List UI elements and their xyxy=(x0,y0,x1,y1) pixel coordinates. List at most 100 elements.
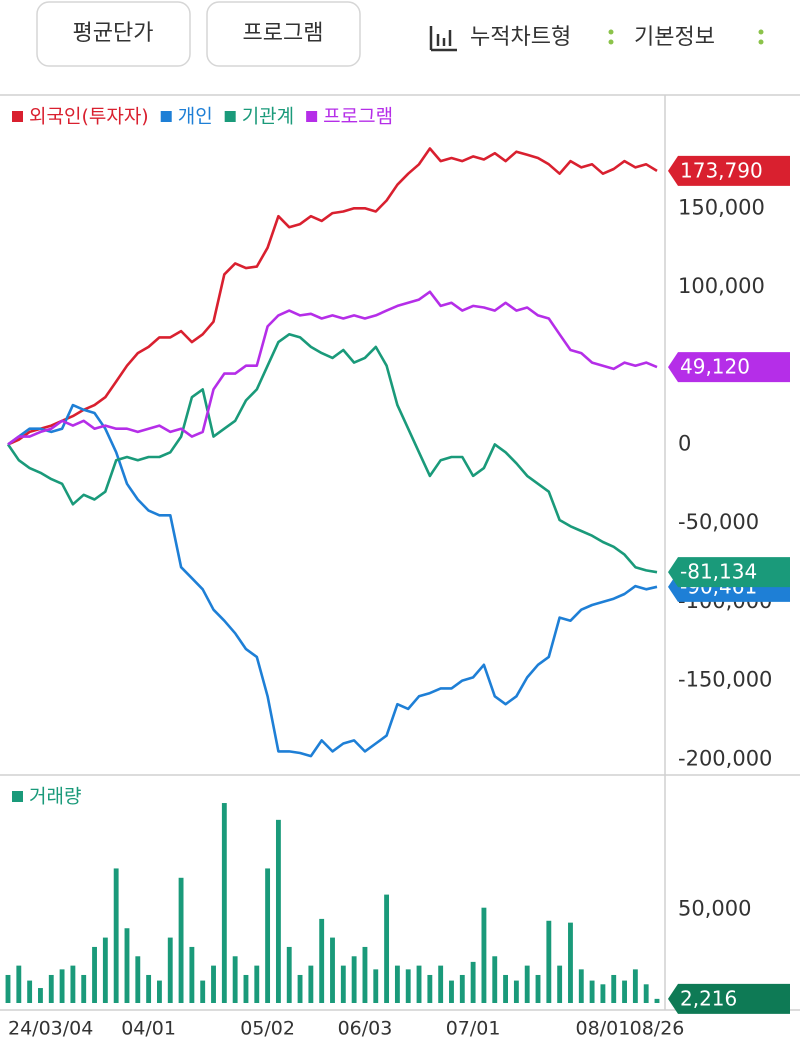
bar xyxy=(70,965,76,1003)
toggle-label[interactable]: 누적차트형 xyxy=(470,25,571,50)
bar xyxy=(135,956,141,1003)
legend-label: 개인 xyxy=(178,106,213,128)
bar xyxy=(535,974,541,1003)
legend-swatch xyxy=(224,111,236,122)
panel-frame xyxy=(0,94,800,1011)
bar xyxy=(5,974,11,1003)
legend-swatch xyxy=(160,111,172,122)
bar xyxy=(200,980,206,1003)
y-tick-label: -200,000 xyxy=(678,746,772,770)
button[interactable] xyxy=(36,1,191,67)
bar xyxy=(38,988,43,1003)
bar xyxy=(308,965,314,1003)
end-label: 173,790 xyxy=(680,158,763,182)
bar xyxy=(600,984,606,1003)
end-label-box xyxy=(668,983,790,1014)
bar xyxy=(27,980,33,1003)
end-label: -81,134 xyxy=(680,560,757,584)
bar xyxy=(59,969,65,1003)
end-label-box xyxy=(668,155,790,186)
legend-label: 기관계 xyxy=(242,106,294,128)
bar xyxy=(92,946,97,1003)
bar xyxy=(492,956,498,1003)
end-label-box xyxy=(668,352,790,383)
bar xyxy=(102,937,108,1003)
legend-swatch xyxy=(12,791,23,802)
legend-swatch xyxy=(306,111,318,122)
bar xyxy=(394,965,400,1003)
bar xyxy=(189,946,195,1003)
y-tick-label: -50,000 xyxy=(678,510,759,534)
legend-label: 거래량 xyxy=(29,786,81,808)
bar xyxy=(232,956,238,1003)
bar xyxy=(622,980,627,1003)
bar xyxy=(243,974,249,1003)
end-label: 49,120 xyxy=(680,355,750,379)
bar xyxy=(221,803,227,1003)
bar xyxy=(438,965,444,1003)
legend-label: 프로그램 xyxy=(323,106,393,128)
bar xyxy=(319,918,325,1003)
bar xyxy=(513,980,519,1003)
y-tick-label: 150,000 xyxy=(678,195,765,219)
bar xyxy=(568,922,573,1003)
bar xyxy=(654,998,660,1003)
bar xyxy=(286,946,292,1003)
bar xyxy=(113,868,119,1003)
legend-label: 외국인(투자자) xyxy=(29,106,149,128)
x-tick-label: 08/01 xyxy=(576,1018,631,1040)
bar xyxy=(470,961,476,1003)
bar xyxy=(254,965,260,1003)
toggle-dots[interactable] xyxy=(758,29,764,45)
bar xyxy=(611,974,617,1003)
bar xyxy=(81,974,87,1003)
bar xyxy=(384,894,390,1003)
bar xyxy=(589,980,595,1003)
bar xyxy=(459,974,465,1003)
bar xyxy=(297,974,303,1003)
x-tick-label: 06/03 xyxy=(338,1018,393,1040)
bar xyxy=(503,974,509,1003)
bar xyxy=(275,819,281,1003)
button-label[interactable]: 평균단가 xyxy=(73,21,154,46)
x-tick-label: 24/03/04 xyxy=(8,1018,93,1040)
bar xyxy=(643,984,649,1003)
bar xyxy=(178,877,184,1003)
bar xyxy=(546,920,552,1003)
bar xyxy=(362,946,368,1003)
series-line xyxy=(6,333,658,574)
y-tick-label: -150,000 xyxy=(678,668,772,692)
bar xyxy=(124,928,130,1003)
x-tick-label: 05/02 xyxy=(240,1018,295,1040)
end-label-box xyxy=(668,557,790,588)
toggle-dots[interactable] xyxy=(608,29,614,45)
bar xyxy=(632,969,638,1003)
bar xyxy=(557,965,563,1003)
bar xyxy=(156,980,162,1003)
series-line xyxy=(7,147,658,446)
bar xyxy=(351,956,357,1003)
bar xyxy=(167,937,173,1003)
bar xyxy=(340,965,346,1003)
series-line xyxy=(7,403,658,758)
bar xyxy=(146,974,152,1003)
end-label: 2,216 xyxy=(680,986,737,1010)
toggle-label[interactable]: 기본정보 xyxy=(634,25,715,50)
bar xyxy=(427,974,433,1003)
y-tick-label: 50,000 xyxy=(678,897,751,921)
series-line xyxy=(7,290,658,446)
chart-icon[interactable] xyxy=(429,26,457,52)
bar xyxy=(265,868,271,1003)
bar xyxy=(211,965,216,1003)
legend-swatch xyxy=(12,111,23,122)
button[interactable] xyxy=(206,1,361,67)
bar xyxy=(416,965,422,1003)
x-tick-label: 08/26 xyxy=(630,1018,685,1040)
bar xyxy=(16,965,22,1003)
bar xyxy=(48,974,54,1003)
button-label[interactable]: 프로그램 xyxy=(243,21,324,46)
x-tick-label: 04/01 xyxy=(121,1018,176,1040)
x-tick-label: 07/01 xyxy=(446,1018,501,1040)
bar xyxy=(524,965,530,1003)
